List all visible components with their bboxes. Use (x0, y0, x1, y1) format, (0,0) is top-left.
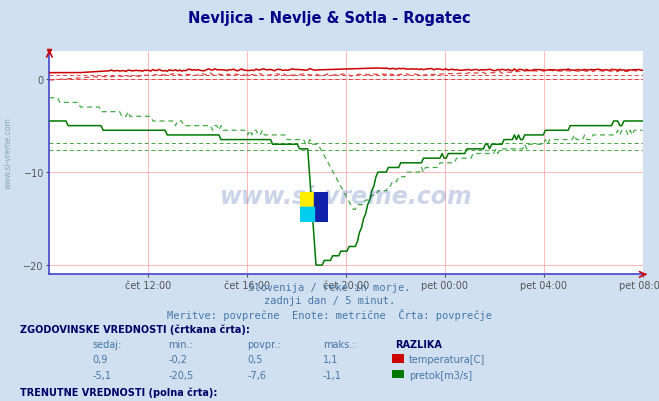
Polygon shape (300, 208, 314, 223)
Polygon shape (300, 192, 314, 223)
Text: -7,6: -7,6 (247, 370, 266, 380)
Text: RAZLIKA: RAZLIKA (395, 339, 442, 349)
Text: povpr.:: povpr.: (247, 339, 281, 349)
Text: ZGODOVINSKE VREDNOSTI (črtkana črta):: ZGODOVINSKE VREDNOSTI (črtkana črta): (20, 324, 250, 334)
Text: TRENUTNE VREDNOSTI (polna črta):: TRENUTNE VREDNOSTI (polna črta): (20, 387, 217, 397)
Text: -1,1: -1,1 (323, 370, 342, 380)
Text: www.si-vreme.com: www.si-vreme.com (4, 117, 13, 188)
Text: maks.:: maks.: (323, 339, 355, 349)
Text: Slovenija / reke in morje.: Slovenija / reke in morje. (248, 283, 411, 293)
Text: min.:: min.: (168, 339, 193, 349)
Text: Meritve: povprečne  Enote: metrične  Črta: povprečje: Meritve: povprečne Enote: metrične Črta:… (167, 308, 492, 320)
Text: 1,1: 1,1 (323, 354, 338, 365)
Text: zadnji dan / 5 minut.: zadnji dan / 5 minut. (264, 296, 395, 306)
Text: temperatura[C]: temperatura[C] (409, 354, 486, 365)
Text: Nevljica - Nevlje & Sotla - Rogatec: Nevljica - Nevlje & Sotla - Rogatec (188, 11, 471, 26)
Text: pretok[m3/s]: pretok[m3/s] (409, 370, 473, 380)
Text: -5,1: -5,1 (92, 370, 111, 380)
Text: 0,5: 0,5 (247, 354, 263, 365)
Polygon shape (314, 192, 328, 223)
Text: -0,2: -0,2 (168, 354, 187, 365)
Text: www.si-vreme.com: www.si-vreme.com (219, 185, 473, 209)
Text: -20,5: -20,5 (168, 370, 193, 380)
Text: 0,9: 0,9 (92, 354, 107, 365)
Polygon shape (300, 208, 314, 223)
Text: sedaj:: sedaj: (92, 339, 121, 349)
